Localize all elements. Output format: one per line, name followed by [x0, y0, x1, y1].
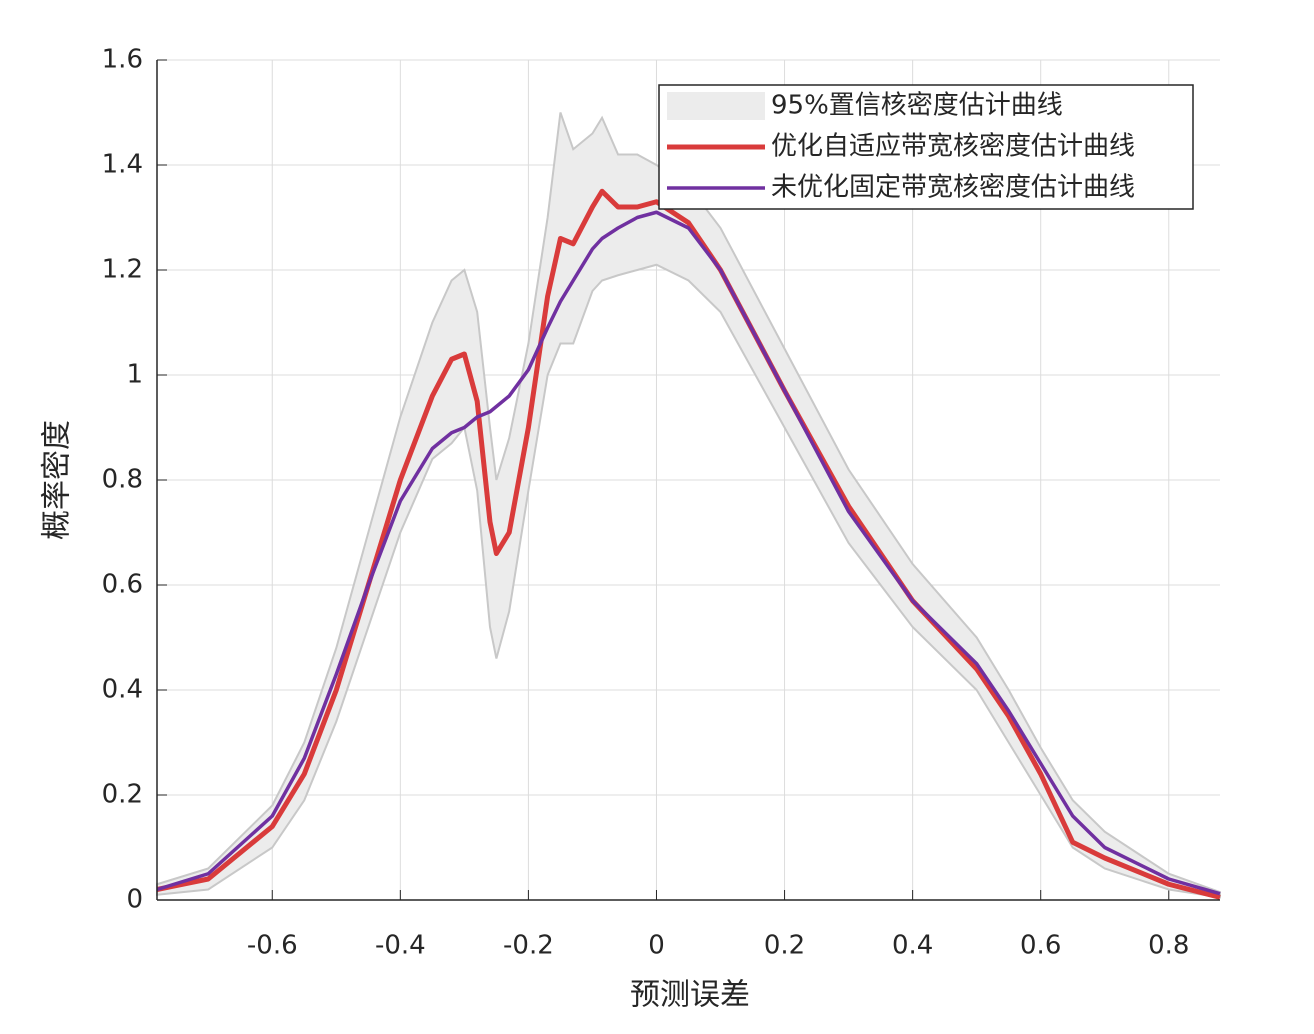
x-tick-label: 0.8: [1148, 931, 1189, 961]
legend-label: 95%置信核密度估计曲线: [771, 91, 1063, 121]
x-tick-label: -0.2: [503, 931, 554, 961]
series-line: [156, 210, 1221, 896]
series-line: [156, 188, 1221, 900]
x-tick-label: -0.4: [375, 931, 426, 961]
x-tick-label: -0.6: [247, 931, 298, 961]
y-tick-label: 0.4: [102, 675, 143, 705]
y-tick-label: 0.2: [102, 780, 143, 810]
x-tick-label: 0.2: [764, 931, 805, 961]
y-tick-label: 1.2: [102, 255, 143, 285]
y-tick-label: 0.6: [102, 570, 143, 600]
y-tick-label: 1: [126, 360, 143, 390]
legend-swatch: [667, 92, 765, 120]
y-tick-label: 1.6: [102, 45, 143, 75]
y-tick-label: 0: [126, 885, 143, 915]
y-axis-label: 概率密度: [40, 420, 75, 540]
y-tick-label: 1.4: [102, 150, 143, 180]
y-tick-label: 0.8: [102, 465, 143, 495]
x-tick-label: 0.4: [892, 931, 933, 961]
x-tick-label: 0: [648, 931, 665, 961]
x-axis-label: 预测误差: [630, 978, 750, 1013]
x-tick-label: 0.6: [1020, 931, 1061, 961]
legend-label: 优化自适应带宽核密度估计曲线: [771, 132, 1135, 162]
legend-label: 未优化固定带宽核密度估计曲线: [771, 173, 1135, 203]
